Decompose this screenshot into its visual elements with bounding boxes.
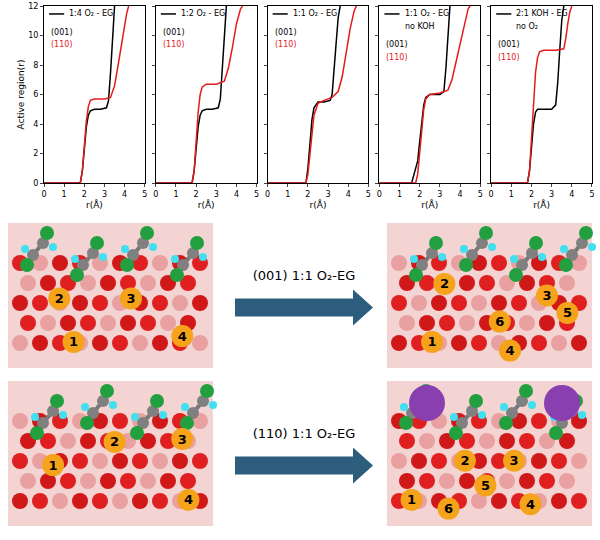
svg-text:(110) 1:1 O₂-EG: (110) 1:1 O₂-EG — [253, 426, 356, 441]
svg-text:Active region(r): Active region(r) — [16, 60, 26, 130]
svg-text:12: 12 — [28, 2, 38, 11]
svg-text:10: 10 — [28, 31, 38, 40]
svg-text:5: 5 — [478, 190, 483, 199]
svg-text:2: 2 — [194, 190, 199, 199]
svg-text:r(Å): r(Å) — [86, 199, 103, 210]
svg-text:5: 5 — [589, 190, 594, 199]
svg-text:4: 4 — [526, 497, 535, 512]
svg-text:4: 4 — [178, 329, 187, 344]
svg-text:5: 5 — [254, 190, 259, 199]
svg-text:(001): (001) — [386, 40, 408, 49]
svg-text:2: 2 — [82, 190, 87, 199]
svg-text:1: 1 — [509, 190, 514, 199]
svg-text:1: 1 — [173, 190, 178, 199]
svg-text:3: 3 — [437, 190, 442, 199]
svg-text:1:1 O₂ - EG: 1:1 O₂ - EG — [405, 9, 449, 18]
svg-text:4: 4 — [457, 190, 462, 199]
svg-text:2:1 KOH - EG: 2:1 KOH - EG — [516, 9, 568, 18]
svg-text:1:2 O₂ - EG: 1:2 O₂ - EG — [181, 9, 225, 18]
svg-text:no KOH: no KOH — [405, 22, 435, 31]
svg-text:(110): (110) — [51, 40, 73, 49]
svg-text:5: 5 — [366, 190, 371, 199]
svg-text:2: 2 — [417, 190, 422, 199]
svg-text:0: 0 — [41, 190, 46, 199]
svg-text:1:4 O₂ - EG: 1:4 O₂ - EG — [69, 9, 113, 18]
svg-text:4: 4 — [184, 492, 193, 507]
svg-text:1: 1 — [49, 458, 58, 473]
svg-text:(110): (110) — [386, 53, 408, 62]
svg-text:0: 0 — [33, 179, 38, 188]
svg-text:3: 3 — [542, 288, 551, 303]
svg-text:2: 2 — [33, 149, 38, 158]
svg-text:2: 2 — [110, 434, 119, 449]
svg-text:4: 4 — [122, 190, 127, 199]
svg-text:2: 2 — [305, 190, 310, 199]
svg-text:r(Å): r(Å) — [533, 199, 550, 210]
svg-text:1: 1 — [69, 334, 78, 349]
svg-text:4: 4 — [346, 190, 351, 199]
svg-text:1: 1 — [407, 492, 416, 507]
svg-text:0: 0 — [265, 190, 270, 199]
svg-text:2: 2 — [440, 276, 449, 291]
svg-text:3: 3 — [102, 190, 107, 199]
svg-text:0: 0 — [153, 190, 158, 199]
svg-text:4: 4 — [33, 120, 38, 129]
svg-text:(001): (001) — [498, 40, 520, 49]
svg-text:1: 1 — [285, 190, 290, 199]
svg-text:r(Å): r(Å) — [421, 199, 438, 210]
svg-text:2: 2 — [460, 453, 469, 468]
svg-text:3: 3 — [510, 453, 519, 468]
svg-text:5: 5 — [563, 305, 572, 320]
svg-text:6: 6 — [33, 90, 38, 99]
svg-text:1: 1 — [397, 190, 402, 199]
svg-text:(001): (001) — [163, 28, 185, 37]
svg-text:1: 1 — [62, 190, 67, 199]
svg-text:2: 2 — [55, 291, 64, 306]
svg-text:(110): (110) — [163, 40, 185, 49]
svg-text:3: 3 — [549, 190, 554, 199]
svg-text:8: 8 — [33, 61, 38, 70]
svg-text:3: 3 — [214, 190, 219, 199]
svg-text:r(Å): r(Å) — [310, 199, 327, 210]
svg-text:6: 6 — [444, 501, 453, 516]
svg-text:r(Å): r(Å) — [198, 199, 215, 210]
svg-text:(110): (110) — [275, 40, 297, 49]
svg-text:(001): (001) — [51, 28, 73, 37]
svg-text:no O₂: no O₂ — [516, 22, 538, 31]
svg-text:3: 3 — [326, 190, 331, 199]
svg-text:1:1 O₂ - EG: 1:1 O₂ - EG — [293, 9, 337, 18]
svg-text:3: 3 — [126, 291, 135, 306]
svg-text:5: 5 — [142, 190, 147, 199]
svg-text:4: 4 — [569, 190, 574, 199]
svg-text:6: 6 — [495, 314, 504, 329]
svg-text:0: 0 — [377, 190, 382, 199]
svg-text:(001) 1:1 O₂-EG: (001) 1:1 O₂-EG — [253, 268, 356, 283]
svg-text:(001): (001) — [275, 28, 297, 37]
svg-text:2: 2 — [529, 190, 534, 199]
svg-text:4: 4 — [505, 343, 514, 358]
svg-text:3: 3 — [178, 432, 187, 447]
svg-text:4: 4 — [234, 190, 239, 199]
svg-text:(110): (110) — [498, 53, 520, 62]
svg-text:5: 5 — [481, 478, 490, 493]
svg-text:0: 0 — [489, 190, 494, 199]
svg-text:1: 1 — [428, 334, 437, 349]
